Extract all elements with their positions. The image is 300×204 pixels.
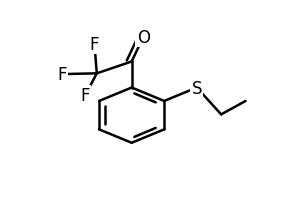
Text: F: F [57,66,67,84]
Text: O: O [137,29,150,47]
Text: S: S [191,79,202,97]
Text: F: F [80,87,90,105]
Text: F: F [90,36,99,54]
